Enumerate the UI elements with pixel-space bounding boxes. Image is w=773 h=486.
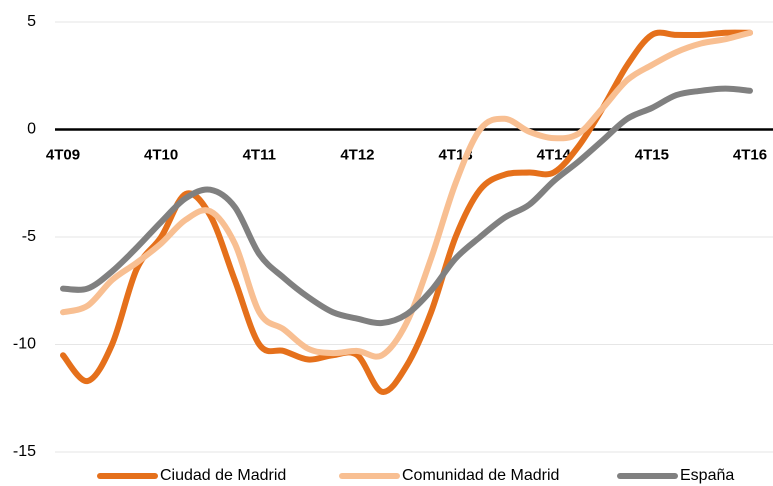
x-tick-label: 4T15 (635, 146, 669, 163)
x-tick-label: 4T09 (46, 146, 80, 163)
legend-label: España (680, 467, 734, 484)
x-tick-label: 4T16 (733, 146, 767, 163)
y-tick-label: -10 (13, 336, 36, 353)
series-line (60, 85, 753, 327)
legend-label: Comunidad de Madrid (402, 467, 559, 484)
y-tick-label: -15 (13, 443, 36, 460)
y-tick-label: 5 (27, 13, 36, 30)
x-tick-label: 4T12 (340, 146, 374, 163)
x-tick-label: 4T11 (243, 146, 276, 163)
y-tick-label: -5 (22, 228, 36, 245)
series-line (60, 29, 753, 360)
legend-label: Ciudad de Madrid (160, 467, 286, 484)
y-tick-label: 0 (27, 121, 36, 138)
series-line (60, 29, 753, 395)
x-tick-label: 4T10 (144, 146, 178, 163)
x-tick-label: 4T14 (537, 146, 572, 163)
